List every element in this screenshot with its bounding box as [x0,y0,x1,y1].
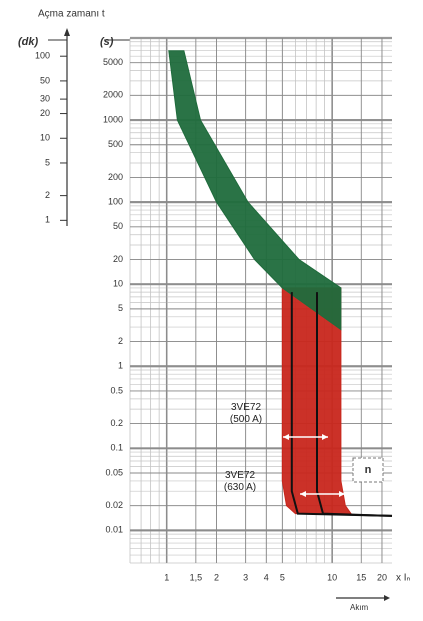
x-tick-label: 15 [356,572,366,582]
y2-tick-label: 5 [45,157,50,167]
y-tick-label: 2000 [103,90,123,100]
x-tick-label: 2 [214,572,219,582]
annotation-box [352,457,384,483]
x-tick-label: 1 [164,572,169,582]
y-tick-label: 200 [108,172,123,182]
y-tick-label: 5 [118,303,123,313]
region [168,50,342,331]
x-tick-label: 5 [280,572,285,582]
y-tick-label: 20 [113,254,123,264]
y2-tick-label: 10 [40,133,50,143]
y-tick-label: 50 [113,221,123,231]
x-tick-label: 4 [264,572,269,582]
y-axis-label: (s) [100,36,114,48]
series-line [316,292,393,517]
x-tick-label: 3 [243,572,248,582]
annotation: n [365,464,372,476]
series-label: 3VE72 (500 A) [229,402,263,425]
x-tick-label: 20 [377,572,387,582]
y2-tick-label: 100 [35,51,50,61]
arrow-head [64,28,70,36]
y-tick-label: 100 [108,196,123,206]
x-tick-label: 10 [327,572,337,582]
y-tick-label: 0.02 [105,500,123,510]
y2-axis-label: (dk) [18,36,39,48]
y2-tick-label: 50 [40,75,50,85]
y-tick-label: 10 [113,279,123,289]
y-tick-label: 5000 [103,57,123,67]
region-label: a [252,166,259,178]
y2-tick-label: 1 [45,215,50,225]
arrow-head [384,595,390,601]
x-tick-label: 1,5 [190,572,203,582]
y-tick-label: 2 [118,336,123,346]
y-tick-label: 0.2 [110,418,123,428]
y-tick-label: 0.05 [105,467,123,477]
y-tick-label: 1 [118,361,123,371]
y2-tick-label: 30 [40,93,50,103]
y-tick-label: 0.1 [110,443,123,453]
y-tick-label: 1000 [103,114,123,124]
chart-title: Açma zamanı t [38,9,105,20]
y2-tick-label: 2 [45,190,50,200]
series-label: 3VE72 (630 A) [223,470,257,493]
y2-tick-label: 20 [40,108,50,118]
x-axis-label: x Iₙ [396,573,411,584]
y-tick-label: 0.5 [110,385,123,395]
y-tick-label: 0.01 [105,525,123,535]
y-tick-label: 500 [108,139,123,149]
x-arrow-label: Akım [350,603,369,612]
